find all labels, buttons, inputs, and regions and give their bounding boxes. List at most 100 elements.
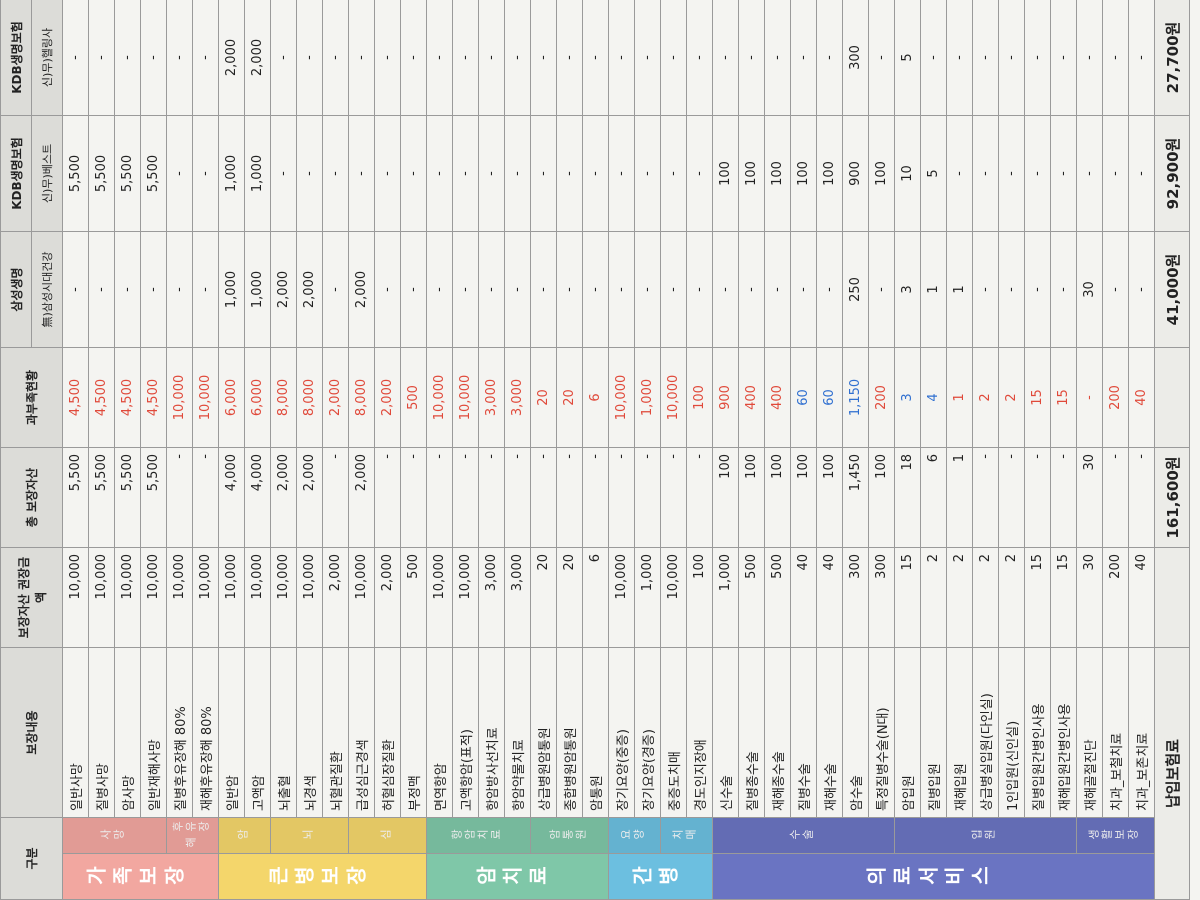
table-row: 암사망 10,000 5,500 4,500-5,500- (114, 0, 141, 900)
table-row: 질병입원간병인사용 15-15- - - (1024, 0, 1051, 900)
cell: 특정질병수술(N대) (868, 647, 895, 818)
cell: - (504, 0, 531, 116)
cell: - (868, 231, 895, 348)
cell: 6 (582, 547, 609, 648)
cell: - (140, 0, 167, 116)
header-cell: 신)무)헬링사 (31, 0, 63, 116)
table-row: 치과_보존치료 40-40- - - (1128, 0, 1155, 900)
sub-cell: 암 (218, 817, 271, 854)
cell: 중증도치매 (660, 647, 687, 818)
cell: - (322, 115, 349, 232)
cell: - (374, 231, 401, 348)
table-row: 재해입원간병인사용 15-15- - - (1050, 0, 1077, 900)
header-cell: 보장내용 (0, 647, 63, 818)
cell: - (686, 0, 713, 116)
table-row: 생활보장 재해골절진단 30 30-30- - (1076, 0, 1155, 900)
table-row: 고액암 10,000 4,000 6,000 1,000 1,000 2,000 (244, 0, 271, 900)
cell: - (634, 115, 661, 232)
table-row: 재해입원 2 1 1 1- - (946, 0, 973, 900)
cell: - (1050, 231, 1077, 348)
cell: 6 (920, 447, 947, 548)
cell: 재해골절진단 (1076, 647, 1103, 818)
footer-cell (1154, 347, 1190, 448)
table-row: 질병종수술 500 100 400-100- (738, 0, 765, 900)
cell: 30 (1076, 547, 1103, 648)
cell: 2,000 (374, 347, 401, 448)
cell: 20 (556, 347, 583, 448)
cell: 15 (894, 547, 921, 648)
header-cell: 삼성생명 (0, 231, 32, 348)
cell: 일반재해사망 (140, 647, 167, 818)
table-row: 재해후유장해 80% 10,000-10,000- - - (192, 0, 219, 900)
cell: - (816, 0, 843, 116)
cell: - (426, 231, 453, 348)
cell: 암통원 (582, 647, 609, 818)
cell: 암입원 (894, 647, 921, 818)
cell: 100 (868, 447, 895, 548)
cell: - (400, 0, 427, 116)
table-row: 의료서비스 수술 신수술 1,000 100 900-100- (712, 0, 1155, 900)
cell: - (1024, 231, 1051, 348)
sub-cell: 후유장해 (166, 817, 219, 854)
group-cell: 큰병보장 (218, 853, 427, 900)
cell: 3,000 (504, 547, 531, 648)
cell: - (530, 115, 557, 232)
footer-cell: 41,000원 (1154, 231, 1190, 348)
cell: 10,000 (218, 547, 245, 648)
cell: 100 (712, 115, 739, 232)
cell: - (608, 0, 635, 116)
cell: - (62, 0, 89, 116)
cell: 100 (686, 347, 713, 448)
cell: 100 (686, 547, 713, 648)
cell: 5 (894, 0, 921, 116)
cell: - (530, 231, 557, 348)
cell: 10,000 (296, 547, 323, 648)
cell: - (1076, 115, 1103, 232)
cell: 면역항암 (426, 647, 453, 818)
header-cell: 총 보장자산 (0, 447, 63, 548)
cell: - (1050, 0, 1077, 116)
table-row: 심 급성심근경색 10,000 2,000 8,000 2,000- - (348, 0, 427, 900)
cell: 4,000 (218, 447, 245, 548)
group-label: 의료서비스 (866, 865, 996, 889)
group-label: 암치료 (476, 865, 554, 889)
cell: 6 (582, 347, 609, 448)
cell: 장기요양(경증) (634, 647, 661, 818)
cell: 10,000 (660, 347, 687, 448)
cell: - (738, 231, 765, 348)
cell: - (972, 115, 999, 232)
cell: - (426, 115, 453, 232)
cell: 신수술 (712, 647, 739, 818)
cell: 장기요양(중증) (608, 647, 635, 818)
cell: 100 (712, 447, 739, 548)
cell: 4,500 (62, 347, 89, 448)
cell: 100 (790, 447, 817, 548)
cell: 경도인지장애 (686, 647, 713, 818)
cell: 1,000 (634, 547, 661, 648)
cell: 10,000 (660, 547, 687, 648)
sub-label: 뇌 (301, 828, 315, 842)
cell: - (1128, 115, 1155, 232)
cell: - (1024, 447, 1051, 548)
cell: 1,150 (842, 347, 869, 448)
sub-label: 생활보장 (1088, 828, 1140, 842)
cell: - (1128, 0, 1155, 116)
cell: - (764, 0, 791, 116)
cell: 4,500 (140, 347, 167, 448)
cell: 1,000 (244, 231, 271, 348)
header-cell: 無)삼성시대건강 (31, 231, 63, 348)
cell: 고액암 (244, 647, 271, 818)
sub-label: 심 (379, 828, 393, 842)
table-row: 질병입원 2 6 4 1 5- (920, 0, 947, 900)
group-cell: 간병 (608, 853, 713, 900)
cell: 질병후유장해 80% (166, 647, 193, 818)
cell: 30 (1076, 447, 1103, 548)
cell: - (478, 231, 505, 348)
cell: 2 (920, 547, 947, 648)
cell: 8,000 (348, 347, 375, 448)
cell: 10,000 (192, 347, 219, 448)
table-row: 항암방사선치료 3,000-3,000- - - (478, 0, 505, 900)
cell: - (504, 115, 531, 232)
sub-cell: 입원 (894, 817, 1077, 854)
table-row: 경도인지장애 100-100- - - (686, 0, 713, 900)
